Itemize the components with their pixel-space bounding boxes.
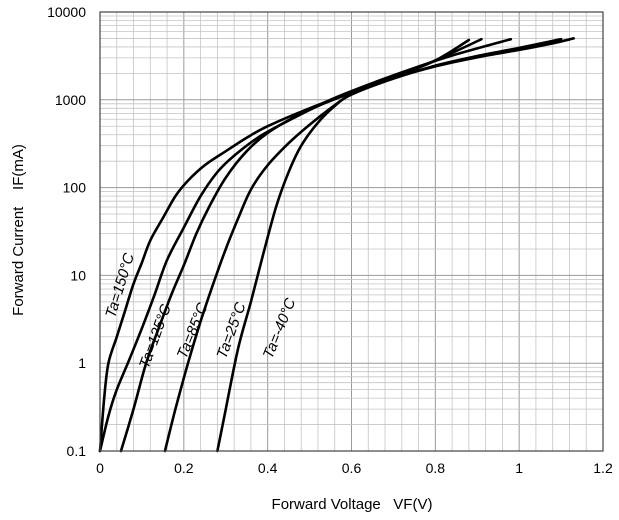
y-tick-label: 10000	[47, 4, 86, 20]
x-tick-label: 0.6	[342, 460, 362, 476]
y-tick-labels: 0.1 1 10 100 1000 10000	[47, 4, 86, 459]
y-tick-label: 10	[70, 267, 86, 283]
series-line	[98, 37, 483, 453]
plot-frame	[99, 11, 604, 452]
x-tick-label: 0.8	[426, 460, 446, 476]
y-axis-title: Forward Current IF(mA)	[10, 144, 27, 316]
x-tick-labels: 0 0.2 0.4 0.6 0.8 1 1.2	[96, 460, 613, 476]
x-tick-label: 0.4	[258, 460, 278, 476]
y-tick-label: 1	[78, 355, 86, 371]
y-tick-label: 100	[63, 180, 87, 196]
series-label: Ta=85°C	[174, 300, 212, 361]
x-tick-label: 1	[515, 460, 523, 476]
series-label: Ta=-40°C	[260, 296, 300, 361]
x-tick-label: 0	[96, 460, 104, 476]
series-line	[163, 37, 563, 453]
grid	[99, 12, 604, 452]
x-tick-label: 0.2	[174, 460, 194, 476]
x-axis-title: Forward Voltage VF(V)	[272, 496, 433, 513]
x-tick-label: 1.2	[593, 460, 613, 476]
series-line	[216, 37, 575, 453]
curves	[98, 37, 575, 453]
y-tick-label: 1000	[55, 92, 86, 108]
series-line	[119, 37, 513, 453]
series-label: Ta=25°C	[214, 300, 250, 361]
y-tick-label: 0.1	[67, 443, 87, 459]
